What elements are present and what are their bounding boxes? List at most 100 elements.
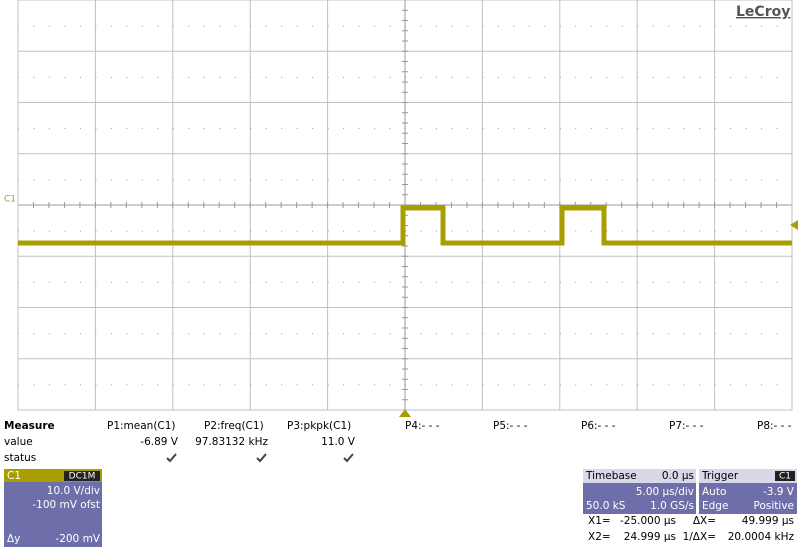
grid-dot [157, 281, 159, 283]
grid-dot [513, 128, 515, 130]
grid-dot [606, 281, 608, 283]
grid-dot [79, 76, 81, 78]
grid-dot [699, 179, 701, 181]
grid-dot [575, 230, 577, 232]
grid-dot [745, 128, 747, 130]
grid-dot [48, 333, 50, 335]
grid-dot [575, 384, 577, 386]
grid-dot [420, 128, 422, 130]
grid-dot [188, 384, 190, 386]
grid-dot [343, 230, 345, 232]
timebase-tdiv: 5.00 µs/div [636, 486, 694, 498]
grid-dot [203, 384, 205, 386]
grid-dot [172, 230, 174, 232]
status-check [256, 453, 267, 463]
trigger-label: Trigger [701, 470, 739, 482]
grid-dot [776, 230, 778, 232]
grid-dot [234, 179, 236, 181]
grid-dot [637, 281, 639, 283]
grid-dot [513, 25, 515, 27]
grid-dot [699, 76, 701, 78]
grid-dot [250, 333, 252, 335]
grid-dot [482, 128, 484, 130]
grid-dot [250, 25, 252, 27]
grid-dot [250, 76, 252, 78]
grid-dot [466, 128, 468, 130]
grid-dot [203, 76, 205, 78]
grid-dot [188, 25, 190, 27]
grid-dot [64, 25, 66, 27]
grid-dot [219, 25, 221, 27]
grid-dot [714, 25, 716, 27]
grid-dot [513, 230, 515, 232]
grid-dot [188, 76, 190, 78]
grid-dot [652, 76, 654, 78]
grid-dot [575, 128, 577, 130]
grid-dot [265, 25, 267, 27]
grid-dot [652, 384, 654, 386]
grid-dot [48, 281, 50, 283]
grid-dot [281, 384, 283, 386]
grid-dot [95, 333, 97, 335]
param-name: P8:- - - [757, 420, 792, 432]
grid-dot [265, 76, 267, 78]
grid-dot [730, 230, 732, 232]
grid-dot [250, 281, 252, 283]
grid-dot [776, 281, 778, 283]
grid-dot [219, 230, 221, 232]
grid-dot [497, 128, 499, 130]
grid-dot [745, 333, 747, 335]
grid-dot [157, 384, 159, 386]
status-check [343, 453, 354, 463]
grid-dot [466, 384, 468, 386]
grid-dot [296, 384, 298, 386]
grid-dot [33, 76, 35, 78]
grid-dot [64, 281, 66, 283]
coupling-tag [64, 471, 100, 481]
grid-dot [683, 333, 685, 335]
param-name: P2:freq(C1) [204, 420, 264, 432]
grid-dot [141, 281, 143, 283]
grid-dot [776, 25, 778, 27]
cursors: X1= -25.000 µs ΔX= 49.999 µs X2= 24.999 µs 1/Δ… [588, 515, 794, 543]
grid-dot [544, 25, 546, 27]
grid-dot [621, 230, 623, 232]
grid-dot [544, 128, 546, 130]
grid-dot [420, 179, 422, 181]
grid-dot [157, 25, 159, 27]
grid-dot [482, 384, 484, 386]
grid-dot [110, 333, 112, 335]
grid-dot [528, 76, 530, 78]
grid-dot [296, 25, 298, 27]
grid-dot [730, 333, 732, 335]
status-check [166, 453, 177, 463]
grid-dot [420, 230, 422, 232]
grid-dot [172, 179, 174, 181]
grid-dot [327, 230, 329, 232]
grid-dot [761, 25, 763, 27]
grid-dot [203, 230, 205, 232]
grid-dot [250, 128, 252, 130]
grid-dot [358, 25, 360, 27]
grid-dot [126, 179, 128, 181]
grid-dot [559, 333, 561, 335]
grid-dot [482, 25, 484, 27]
row-label: status [4, 452, 36, 464]
grid-dot [683, 281, 685, 283]
grid-dot [281, 128, 283, 130]
grid-dot [590, 333, 592, 335]
grid-dot [497, 76, 499, 78]
grid-dot [234, 25, 236, 27]
grid-dot [389, 25, 391, 27]
grid-dot [219, 333, 221, 335]
grid-dot [668, 333, 670, 335]
grid-dot [203, 333, 205, 335]
grid-dot [451, 25, 453, 27]
grid-dot [219, 128, 221, 130]
grid-dot [126, 281, 128, 283]
grid-dot [761, 76, 763, 78]
grid-dot [435, 128, 437, 130]
grid-dot [528, 179, 530, 181]
grid-dot [79, 179, 81, 181]
